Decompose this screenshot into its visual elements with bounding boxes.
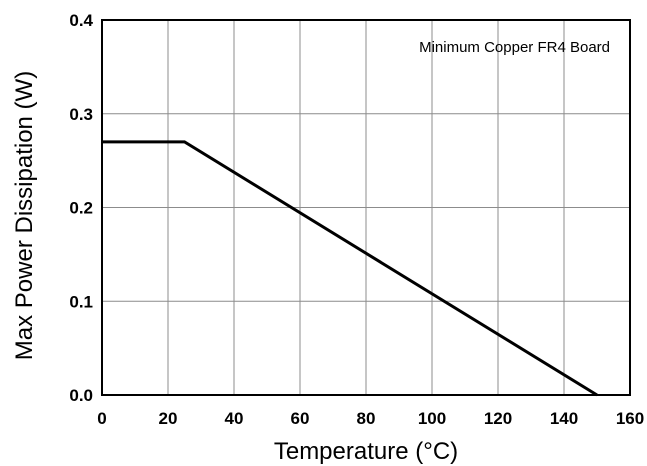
x-tick-label: 120: [484, 409, 512, 428]
x-tick-labels: 0 20 40 60 80 100 120 140 160: [97, 409, 644, 428]
y-tick-label: 0.0: [69, 386, 93, 405]
series-line: [102, 140, 598, 397]
series-group: [102, 140, 598, 397]
y-tick-labels: 0.0 0.1 0.2 0.3 0.4: [69, 11, 93, 405]
y-axis-title: Max Power Dissipation (W): [11, 71, 38, 360]
plot-area: [101, 19, 631, 396]
x-tick-label: 160: [616, 409, 644, 428]
x-tick-label: 20: [159, 409, 178, 428]
x-tick-label: 140: [550, 409, 578, 428]
x-tick-label: 100: [418, 409, 446, 428]
chart-annotation: Minimum Copper FR4 Board: [419, 39, 610, 56]
grid-lines: [102, 20, 630, 395]
x-tick-label: 80: [357, 409, 376, 428]
y-tick-label: 0.1: [69, 292, 93, 311]
x-axis-title: Temperature (°C): [274, 438, 458, 465]
y-tick-label: 0.3: [69, 105, 93, 124]
x-tick-label: 60: [291, 409, 310, 428]
y-tick-label: 0.4: [69, 11, 93, 30]
x-tick-label: 0: [97, 409, 106, 428]
y-tick-label: 0.2: [69, 199, 93, 218]
x-tick-label: 40: [225, 409, 244, 428]
